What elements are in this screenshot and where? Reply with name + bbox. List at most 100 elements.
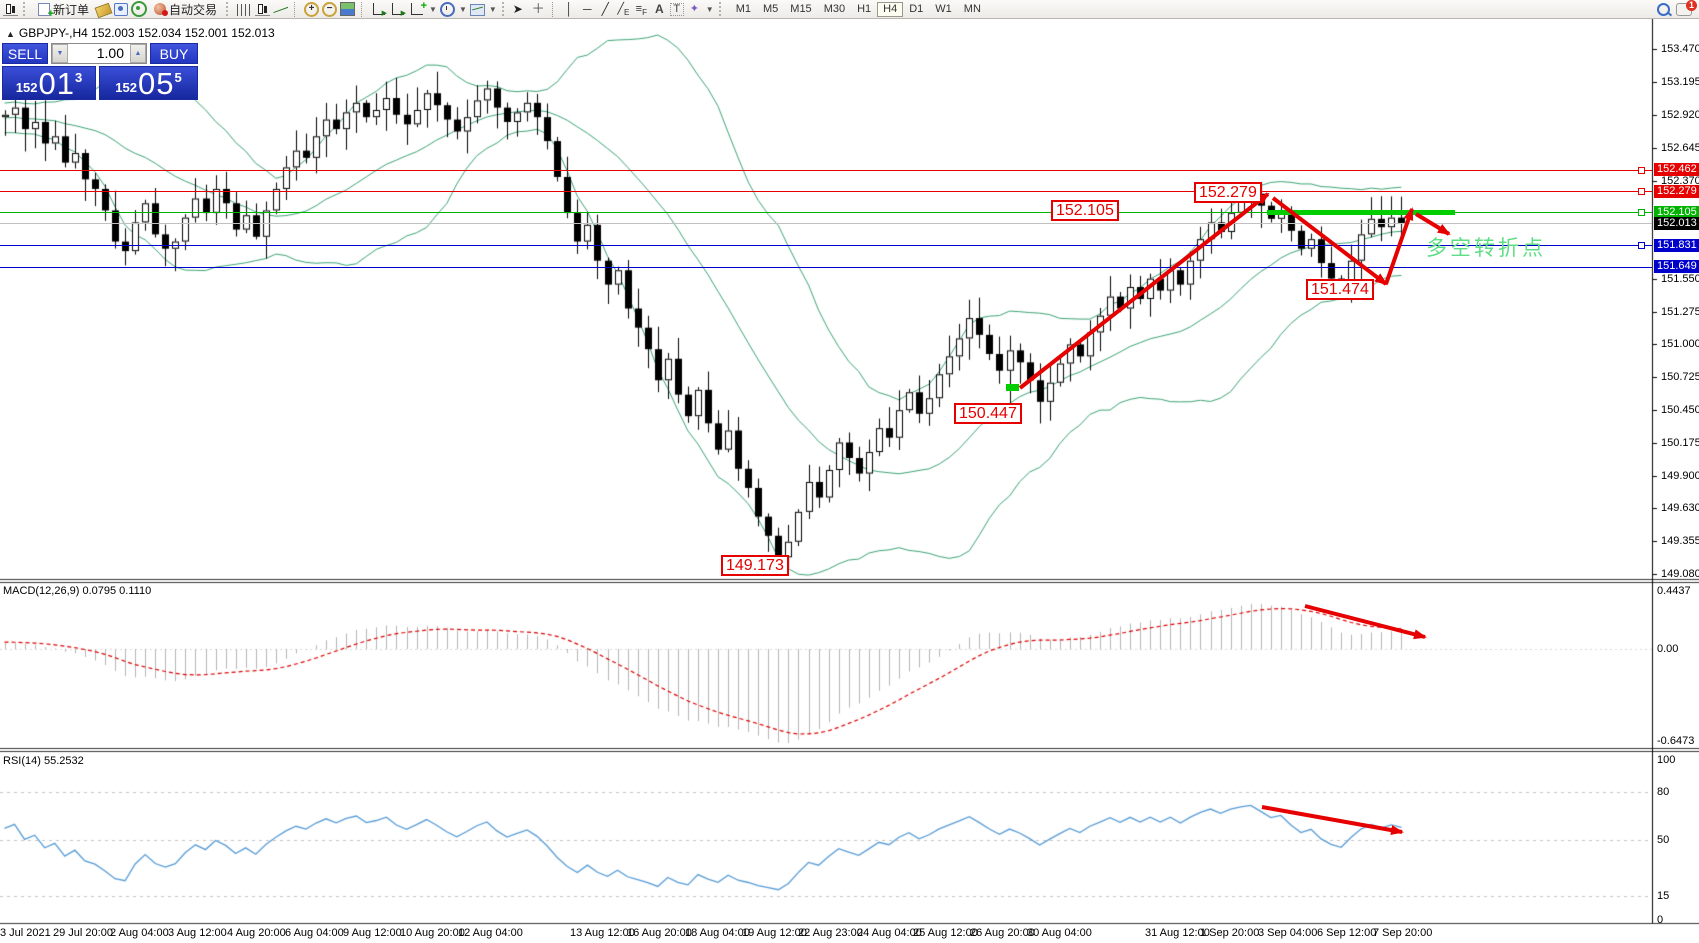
channel-tool-icon[interactable]: ╱E [617,2,630,17]
line-anchor-marker[interactable] [1638,209,1645,216]
line-chart-icon[interactable] [273,3,288,16]
timeframe-D1[interactable]: D1 [903,2,929,17]
price-tick-150.175: 150.175 [1661,437,1699,450]
toolbar-grip [718,2,725,16]
time-label: 16 Aug 20:00 [627,927,692,939]
time-label: 4 Aug 20:00 [227,927,286,939]
zoom-out-icon[interactable]: − [322,1,338,17]
symbol-header: ▲ GBPJPY-,H4 152.003 152.034 152.001 152.… [6,26,275,40]
timeframe-M30[interactable]: M30 [818,2,851,17]
horizontal-line-tool-icon[interactable]: ─ [583,1,592,16]
text-label-tool-icon[interactable]: T [669,3,684,16]
line-anchor-marker[interactable] [1638,167,1645,174]
buy-price-base: 152 [115,80,137,95]
chart-shift-icon[interactable] [392,3,406,17]
time-label: 30 Aug 04:00 [1027,927,1092,939]
add-indicator-icon[interactable] [411,0,427,15]
symbol-triangle-icon: ▲ [6,29,15,39]
bar-chart-icon[interactable] [237,3,253,16]
auto-scroll-icon[interactable] [373,3,387,17]
volume-decrease-button[interactable]: ▼ [52,44,68,63]
buy-button[interactable]: BUY [150,43,198,64]
timeframe-M15[interactable]: M15 [784,2,817,17]
tile-windows-icon[interactable] [340,2,356,16]
time-label: 12 Aug 04:00 [458,927,523,939]
sell-button[interactable]: SELL [2,43,48,64]
price-callout-149.173[interactable]: 149.173 [721,555,789,576]
macd-axis-0.4437: 0.4437 [1657,585,1691,597]
price-callout-150.447[interactable]: 150.447 [954,403,1022,424]
volume-control: ▼ 1.00 ▲ [51,43,147,64]
separator [361,1,365,17]
timeframe-H1[interactable]: H1 [851,2,877,17]
arrows-tool-icon[interactable]: ✦ [689,2,699,15]
price-tick-152.645: 152.645 [1661,141,1699,154]
price-tick-152.370: 152.370 [1661,174,1699,187]
time-label: 3 Jul 2021 [0,927,51,939]
eraser-icon[interactable] [94,2,113,18]
timeframe-M5[interactable]: M5 [757,2,784,17]
search-icon[interactable] [1657,2,1670,16]
candlestick-chart-icon[interactable] [255,2,271,16]
buy-price-pips: 05 [137,66,175,101]
new-order-button[interactable]: 新订单 [34,1,93,19]
time-label: 9 Aug 12:00 [343,927,402,939]
chart-area: ▲ GBPJPY-,H4 152.003 152.034 152.001 152.… [0,19,1699,943]
separator [551,1,556,17]
cursor-tool-icon[interactable]: ➤ [512,1,523,16]
symbol-ohlc-text: GBPJPY-,H4 152.003 152.034 152.001 152.0… [18,26,275,40]
price-tick-149.900: 149.900 [1661,469,1699,482]
turning-point-note[interactable]: 多空转折点 [1426,237,1546,260]
signals-icon[interactable] [131,1,148,17]
new-order-label: 新订单 [53,2,90,17]
price-badge-151.831: 151.831 [1654,238,1699,252]
zoom-in-icon[interactable]: + [304,1,320,17]
timeframe-H4[interactable]: H4 [877,1,904,17]
timeframe-MN[interactable]: MN [958,2,987,17]
vertical-line-tool-icon[interactable]: │ [565,1,574,16]
hline-152.279[interactable] [0,191,1652,192]
timeframe-W1[interactable]: W1 [929,2,958,17]
price-callout-152.279[interactable]: 152.279 [1194,182,1262,203]
price-badge-152.105: 152.105 [1654,205,1699,219]
time-label: 6 Sep 12:00 [1317,927,1377,939]
dropdown-caret: ▼ [488,4,497,14]
fibonacci-tool-icon[interactable]: ≡F [635,2,647,17]
hline-151.649[interactable] [0,267,1652,268]
template-icon[interactable] [469,3,485,16]
line-anchor-marker[interactable] [1638,188,1645,195]
price-chart-canvas[interactable] [0,19,1699,943]
chat-icon[interactable]: 1 [1676,0,1697,16]
buy-price-button[interactable]: 152 05 5 [99,66,198,100]
volume-increase-button[interactable]: ▲ [130,44,146,63]
buy-price-point: 5 [174,70,182,85]
line-anchor-marker[interactable] [1638,242,1645,249]
period-icon[interactable] [439,1,455,17]
rsi-axis-50: 50 [1657,834,1670,846]
chart-window-icon[interactable] [3,2,18,16]
macd-axis--0.6473: -0.6473 [1657,735,1695,747]
time-label: 24 Aug 04:00 [857,927,922,939]
profile-icon[interactable] [114,2,129,16]
trendline-tool-icon[interactable]: ╱ [601,1,609,16]
support-thick-line[interactable] [1267,210,1455,216]
hline-152.013[interactable] [0,223,1652,224]
sell-price-button[interactable]: 152 01 3 [2,66,96,100]
hline-152.462[interactable] [0,170,1652,171]
price-tick-149.630: 149.630 [1661,502,1699,515]
crosshair-tool-icon[interactable]: ＋ [531,0,545,16]
time-label: 13 Aug 12:00 [570,927,635,939]
timeframe-M1[interactable]: M1 [730,2,757,17]
time-label: 10 Aug 20:00 [400,927,465,939]
text-tool-icon[interactable]: A [654,1,664,16]
rsi-indicator-label: RSI(14) 55.2532 [3,755,84,767]
price-badge-151.649: 151.649 [1654,260,1699,274]
sell-price-point: 3 [74,70,83,85]
autotrading-button[interactable]: 自动交易 [150,1,221,17]
price-callout-152.105[interactable]: 152.105 [1051,200,1119,221]
toolbar-grip [501,2,508,16]
price-callout-151.474[interactable]: 151.474 [1306,279,1374,300]
hline-151.831[interactable] [0,245,1652,246]
volume-input[interactable]: 1.00 [96,45,124,61]
hline-152.105[interactable] [0,212,1652,213]
